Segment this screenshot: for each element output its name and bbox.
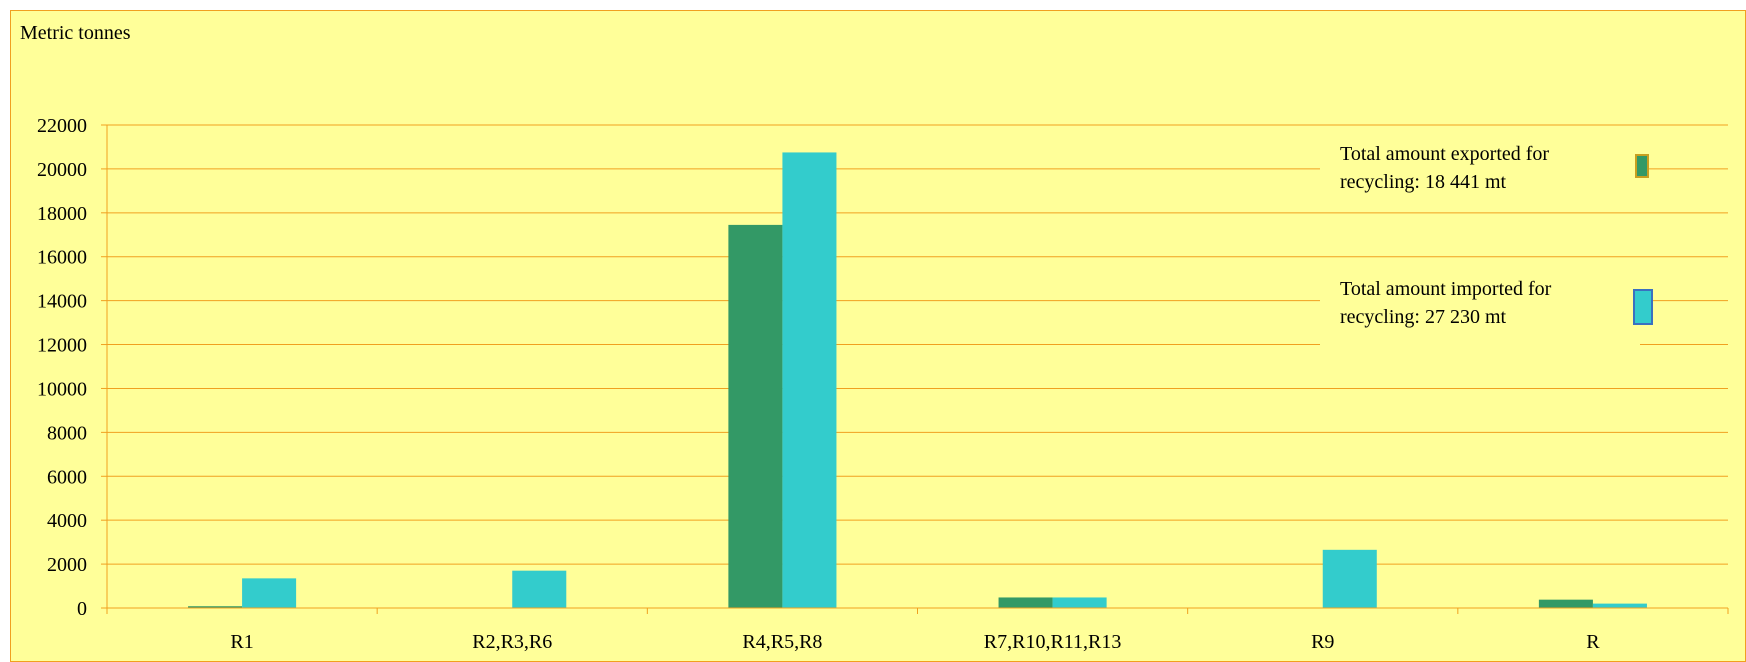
- bar-series-2: [512, 570, 567, 608]
- y-tick-label: 8000: [47, 422, 87, 444]
- y-tick-labels: 0 2000 4000 6000 8000 10000 12000 14000 16000 180…: [37, 115, 87, 620]
- x-tick-label: R: [1586, 631, 1600, 653]
- annotation-text: Total amount exported for: [1340, 143, 1549, 165]
- y-tick-label: 22000: [37, 115, 87, 137]
- annotation-box: [1320, 140, 1640, 210]
- x-tick-label: R4,R5,R8: [742, 631, 822, 653]
- y-tick-label: 0: [77, 598, 87, 620]
- annotations: Total amount exported for recycling: 18 4…: [1320, 140, 1653, 345]
- y-tick-label: 20000: [37, 159, 87, 181]
- imported-swatch-icon: [1633, 289, 1653, 325]
- x-tick-label: R9: [1311, 631, 1334, 653]
- x-tick-label: R2,R3,R6: [472, 631, 552, 653]
- bars: [188, 152, 1647, 608]
- annotation-box: [1320, 275, 1640, 345]
- bar-series-2: [242, 578, 297, 608]
- bar-series-2: [782, 152, 837, 608]
- axes: [101, 124, 1729, 614]
- annotation-text: recycling: 27 230 mt: [1340, 306, 1507, 328]
- x-tick-labels: R1 R2,R3,R6 R4,R5,R8 R7,R10,R11,R13 R9 R: [230, 631, 1600, 653]
- bar-series-2: [1592, 603, 1647, 608]
- annotation-text: Total amount imported for: [1340, 278, 1552, 300]
- y-tick-label: 12000: [37, 335, 87, 357]
- y-tick-label: 4000: [47, 510, 87, 532]
- exported-swatch-icon: [1635, 154, 1649, 178]
- y-tick-label: 6000: [47, 466, 87, 488]
- y-tick-label: 14000: [37, 291, 87, 313]
- y-tick-label: 16000: [37, 247, 87, 269]
- bar-series-2: [1322, 549, 1377, 608]
- bar-series-1: [728, 224, 783, 608]
- annotation-text: recycling: 18 441 mt: [1340, 171, 1507, 193]
- x-tick-label: R1: [230, 631, 253, 653]
- bar-series-1: [998, 597, 1053, 608]
- bar-series-1: [188, 606, 243, 608]
- y-tick-label: 18000: [37, 203, 87, 225]
- y-axis-title: Metric tonnes: [20, 22, 131, 44]
- bar-series-2: [1052, 597, 1107, 608]
- x-tick-label: R7,R10,R11,R13: [984, 631, 1122, 653]
- bar-series-1: [1538, 599, 1593, 608]
- y-tick-label: 2000: [47, 554, 87, 576]
- y-tick-label: 10000: [37, 378, 87, 400]
